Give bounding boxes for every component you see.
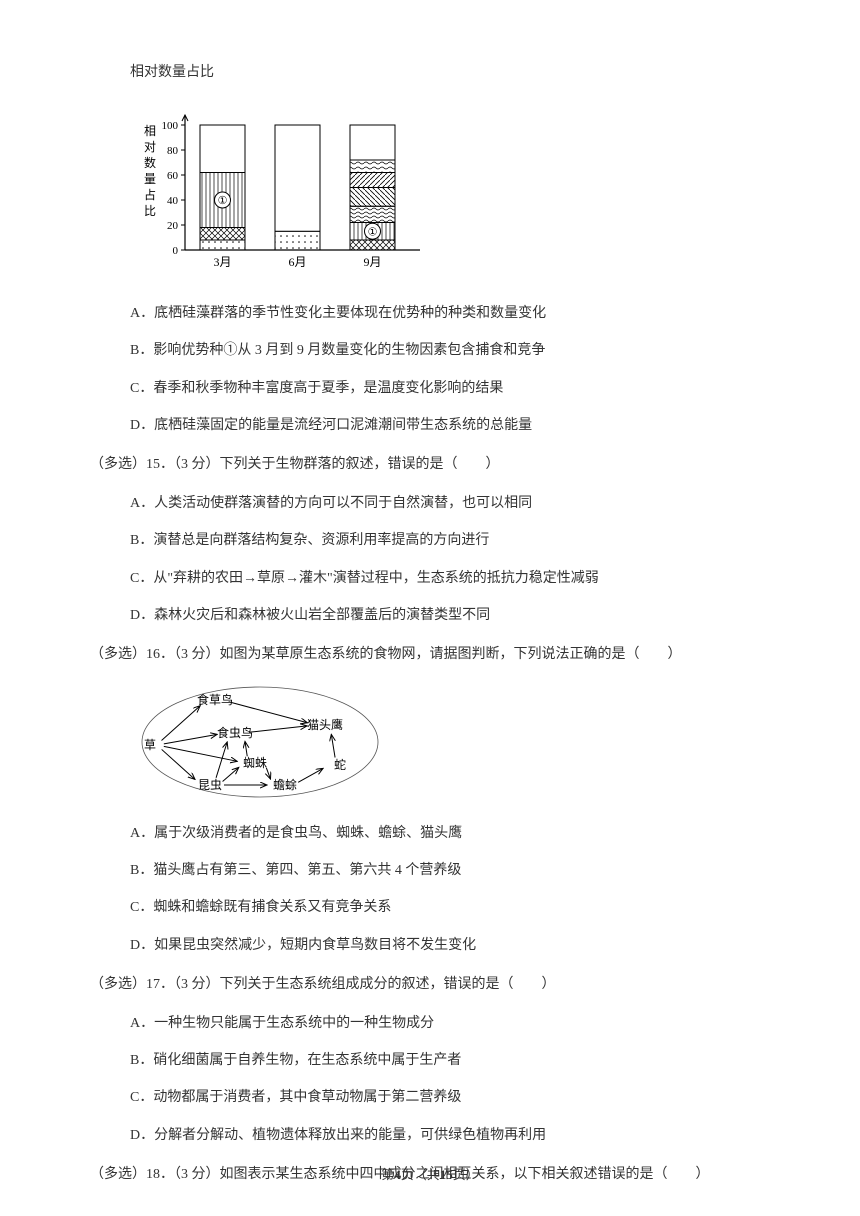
q15-option-a: A．人类活动使群落演替的方向可以不同于自然演替，也可以相同 xyxy=(130,485,770,522)
svg-text:比: 比 xyxy=(144,204,156,218)
footer-prefix: 第 xyxy=(381,1167,394,1182)
q16-stem: （多选）16．（3 分）如图为某草原生态系统的食物网，请据图判断，下列说法正确的… xyxy=(90,634,770,675)
svg-text:100: 100 xyxy=(162,120,179,132)
bar-chart: 0 20 40 60 80 100 相对数量占比 ① 3月 6月 ① 9月 xyxy=(140,95,770,275)
footer-middle: 页（共 xyxy=(401,1167,440,1182)
q15-option-d: D．森林火灾后和森林被火山岩全部覆盖后的演替类型不同 xyxy=(130,597,770,634)
q16-option-c: C．蜘蛛和蟾蜍既有捕食关系又有竞争关系 xyxy=(130,889,770,926)
svg-text:9月: 9月 xyxy=(363,255,381,269)
svg-text:40: 40 xyxy=(167,195,179,207)
svg-text:数: 数 xyxy=(144,155,156,170)
svg-text:草: 草 xyxy=(144,738,156,752)
q17-option-b: B．硝化细菌属于自养生物，在生态系统中属于生产者 xyxy=(130,1042,770,1079)
q15-stem: （多选）15．（3 分）下列关于生物群落的叙述，错误的是（ ） xyxy=(90,444,770,485)
svg-text:3月: 3月 xyxy=(213,255,231,269)
svg-text:蟾蜍: 蟾蜍 xyxy=(273,777,297,792)
svg-text:①: ① xyxy=(368,226,378,238)
svg-text:6月: 6月 xyxy=(288,255,306,269)
svg-text:蜘蛛: 蜘蛛 xyxy=(243,755,267,770)
q15-option-b: B．演替总是向群落结构复杂、资源利用率提高的方向进行 xyxy=(130,522,770,559)
q14-option-b: B．影响优势种①从 3 月到 9 月数量变化的生物因素包含捕食和竞争 xyxy=(130,332,770,369)
q16-option-b: B．猫头鹰占有第三、第四、第五、第六共 4 个营养级 xyxy=(130,852,770,889)
q17-option-c: C．动物都属于消费者，其中食草动物属于第二营养级 xyxy=(130,1079,770,1116)
svg-text:相: 相 xyxy=(144,124,156,138)
q14-option-a: A．底栖硅藻群落的季节性变化主要体现在优势种的种类和数量变化 xyxy=(130,295,770,332)
svg-text:蛇: 蛇 xyxy=(334,757,346,772)
svg-text:猫头鹰: 猫头鹰 xyxy=(307,717,343,732)
svg-text:20: 20 xyxy=(167,220,179,232)
chart-title: 相对数量占比 xyxy=(130,60,770,85)
q16-option-d: D．如果昆虫突然减少，短期内食草鸟数目将不发生变化 xyxy=(130,927,770,964)
q14-option-d: D．底栖硅藻固定的能量是流经河口泥滩潮间带生态系统的总能量 xyxy=(130,407,770,444)
svg-text:0: 0 xyxy=(173,245,179,257)
svg-text:60: 60 xyxy=(167,170,179,182)
svg-text:食虫鸟: 食虫鸟 xyxy=(217,725,253,740)
q17-stem: （多选）17．（3 分）下列关于生态系统组成成分的叙述，错误的是（ ） xyxy=(90,964,770,1005)
footer-suffix: 页） xyxy=(453,1167,479,1182)
footer-total-pages: 15 xyxy=(440,1167,453,1182)
q17-option-d: D．分解者分解动、植物遗体释放出来的能量，可供绿色植物再利用 xyxy=(130,1117,770,1154)
q15-option-c: C．从"弃耕的农田→草原→灌木"演替过程中，生态系统的抵抗力稳定性减弱 xyxy=(130,560,770,597)
q14-option-c: C．春季和秋季物种丰富度高于夏季，是温度变化影响的结果 xyxy=(130,370,770,407)
svg-text:80: 80 xyxy=(167,145,179,157)
svg-text:①: ① xyxy=(218,195,228,207)
q16-option-a: A．属于次级消费者的是食虫鸟、蜘蛛、蟾蜍、猫头鹰 xyxy=(130,815,770,852)
svg-text:对: 对 xyxy=(144,140,156,154)
page-footer: 第4页（共15页） xyxy=(0,1163,860,1186)
svg-text:占: 占 xyxy=(144,187,156,202)
q17-option-a: A．一种生物只能属于生态系统中的一种生物成分 xyxy=(130,1005,770,1042)
svg-text:量: 量 xyxy=(144,172,156,186)
food-web-diagram: 草食草鸟食虫鸟蜘蛛昆虫蟾蜍蛇猫头鹰 xyxy=(140,685,770,800)
